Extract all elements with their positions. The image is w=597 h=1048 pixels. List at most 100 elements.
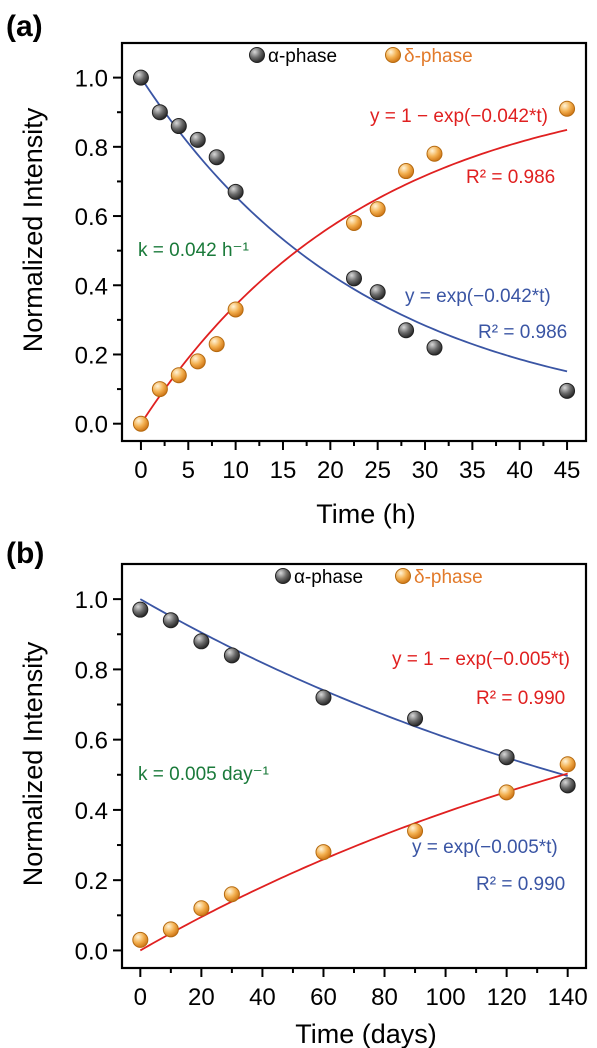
panel-a-red-r2: R² = 0.986 <box>466 167 555 188</box>
y-tick-label: 0.6 <box>75 728 108 755</box>
panel-a-blue-equation: y = exp(−0.042*t) <box>405 286 551 307</box>
x-tick-label: 140 <box>548 984 588 1011</box>
panel-a-k-label: k = 0.042 h⁻¹ <box>138 240 249 261</box>
x-tick-label: 15 <box>270 457 297 484</box>
alpha-point <box>132 69 149 86</box>
y-tick-label: 0.0 <box>75 412 108 439</box>
alpha-point <box>189 131 206 148</box>
y-tick-label: 0.4 <box>75 798 108 825</box>
legend-delta-marker <box>385 47 401 63</box>
delta-point <box>398 163 415 180</box>
delta-point <box>407 822 424 839</box>
alpha-point <box>132 601 149 618</box>
legend-alpha-label: α-phase <box>294 567 363 588</box>
delta-point <box>559 756 576 773</box>
alpha-point <box>407 710 424 727</box>
delta-point <box>346 214 362 231</box>
y-tick-label: 0.4 <box>75 273 108 300</box>
panel-b-ylabel: Normalized Intensity <box>18 641 48 886</box>
panel-a: (a) Normalized Intensity Time (h) α-phas… <box>6 10 588 529</box>
x-tick-label: 30 <box>412 457 439 484</box>
panel-a-annotations: y = 1 − exp(−0.042*t) R² = 0.986 k = 0.0… <box>138 106 567 343</box>
alpha-point <box>315 689 332 706</box>
panel-a-ylabel: Normalized Intensity <box>18 107 48 352</box>
delta-point <box>498 784 515 801</box>
delta-point <box>223 886 240 903</box>
legend-delta-label: δ-phase <box>404 46 473 67</box>
alpha-point <box>223 647 240 664</box>
panel-b-red-equation: y = 1 − exp(−0.005*t) <box>392 649 570 670</box>
x-tick-label: 0 <box>134 984 147 1011</box>
x-tick-label: 5 <box>182 457 195 484</box>
alpha-point <box>498 749 515 766</box>
y-tick-label: 0.8 <box>75 135 108 162</box>
alpha-point <box>162 612 179 629</box>
alpha-point <box>426 339 443 356</box>
panel-a-plot: 0 5 10 15 20 25 30 35 40 45 0.0 0.2 0.4 0.6 0.8 1.0 <box>75 41 588 484</box>
panel-a-xlabel: Time (h) <box>316 499 416 529</box>
panel-b-blue-equation: y = exp(−0.005*t) <box>412 837 558 858</box>
delta-point <box>193 900 210 917</box>
panel-b-k-label: k = 0.005 day⁻¹ <box>138 764 269 785</box>
fit-curve-growth <box>140 129 568 425</box>
x-tick-label: 35 <box>459 457 486 484</box>
x-tick-label: 25 <box>364 457 391 484</box>
legend-alpha-marker <box>275 568 291 584</box>
legend-delta-label: δ-phase <box>414 567 483 588</box>
fit-curve-growth <box>139 772 568 952</box>
panel-b-annotations: y = 1 − exp(−0.005*t) R² = 0.990 k = 0.0… <box>138 649 570 895</box>
delta-point <box>189 353 206 370</box>
alpha-point <box>559 382 576 399</box>
panel-b-xlabel: Time (days) <box>295 1019 437 1048</box>
panel-b-red-r2: R² = 0.990 <box>476 688 565 709</box>
alpha-point <box>227 183 244 200</box>
delta-point <box>132 415 149 432</box>
x-tick-label: 20 <box>188 984 215 1011</box>
alpha-point <box>170 118 187 135</box>
y-tick-label: 0.2 <box>75 342 108 369</box>
alpha-point <box>369 284 386 301</box>
alpha-point <box>346 270 362 287</box>
panel-b-label: (b) <box>6 537 44 570</box>
x-tick-label: 40 <box>506 457 533 484</box>
x-tick-label: 20 <box>317 457 344 484</box>
panel-b-legend: α-phase δ-phase <box>275 567 483 588</box>
panel-b-blue-r2: R² = 0.990 <box>476 874 565 895</box>
legend-alpha-label: α-phase <box>268 46 337 67</box>
y-tick-label: 0.0 <box>75 938 108 965</box>
panel-a-legend: α-phase δ-phase <box>249 46 473 67</box>
legend-delta-marker <box>395 568 411 584</box>
x-tick-label: 100 <box>426 984 466 1011</box>
x-tick-label: 120 <box>487 984 527 1011</box>
fit-curve-decay <box>139 598 568 777</box>
delta-point <box>151 381 168 398</box>
delta-point <box>170 367 187 384</box>
y-tick-label: 0.8 <box>75 657 108 684</box>
x-tick-label: 40 <box>249 984 276 1011</box>
panel-b-plot: 0 20 40 60 80 100 120 140 0.0 0.2 0.4 0.6 0.8 1.0 <box>75 562 588 1011</box>
y-tick-label: 1.0 <box>75 66 108 93</box>
alpha-point <box>151 104 168 121</box>
delta-point <box>559 100 576 117</box>
delta-point <box>426 145 443 162</box>
delta-point <box>315 844 332 861</box>
delta-point <box>208 336 225 353</box>
x-tick-label: 80 <box>371 984 398 1011</box>
delta-point <box>132 931 149 948</box>
delta-point <box>227 301 244 318</box>
x-tick-label: 45 <box>554 457 581 484</box>
alpha-point <box>208 149 225 166</box>
alpha-point <box>559 777 576 794</box>
x-tick-label: 60 <box>310 984 337 1011</box>
alpha-point <box>193 633 210 650</box>
panel-a-label: (a) <box>6 10 43 43</box>
x-tick-label: 10 <box>222 457 249 484</box>
delta-point <box>162 921 179 938</box>
legend-alpha-marker <box>249 47 265 63</box>
panel-a-blue-r2: R² = 0.986 <box>478 322 567 343</box>
delta-point <box>369 201 386 218</box>
y-tick-label: 1.0 <box>75 587 108 614</box>
panel-b: (b) Normalized Intensity Time (days) α-p… <box>6 537 588 1048</box>
y-tick-label: 0.6 <box>75 204 108 231</box>
